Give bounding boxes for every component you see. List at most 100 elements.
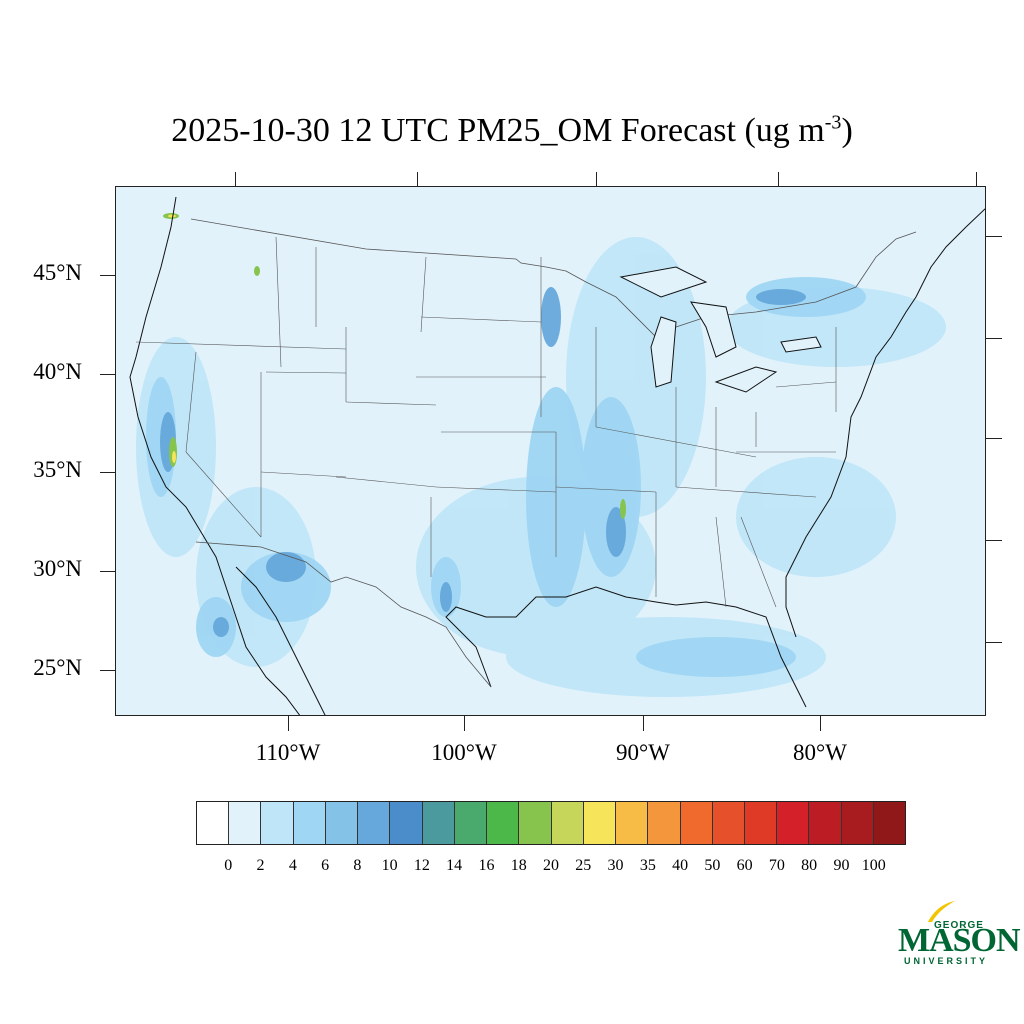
colorbar-cell xyxy=(551,802,584,844)
logo-george: GEORGE xyxy=(934,920,984,931)
pm-plume xyxy=(756,289,806,305)
colorbar-label: 16 xyxy=(478,857,495,874)
colorbar-label: 4 xyxy=(288,857,297,874)
logo-swoosh-icon xyxy=(928,901,955,922)
colorbar-cell xyxy=(712,802,745,844)
lat-label: 30°N xyxy=(33,556,82,581)
pm-plume xyxy=(541,287,561,347)
colorbar-label: 90 xyxy=(833,857,850,874)
colorbar-label: 10 xyxy=(381,857,398,874)
bottom-tick xyxy=(643,716,644,731)
lat-label: 40°N xyxy=(33,359,82,384)
bottom-tick xyxy=(288,716,289,731)
coastline xyxy=(445,586,807,708)
coastline xyxy=(129,196,301,715)
left-tick xyxy=(100,275,115,276)
pm-plume xyxy=(636,637,796,677)
colorbar-label: 80 xyxy=(801,857,818,874)
colorbar-label: 35 xyxy=(639,857,656,874)
pm-hotspot xyxy=(254,266,260,276)
right-tick xyxy=(986,236,1002,237)
pm-plume xyxy=(736,457,896,577)
pm-plume xyxy=(440,582,452,612)
lat-label: 35°N xyxy=(33,457,82,482)
colorbar-label: 20 xyxy=(543,857,559,874)
right-tick xyxy=(986,438,1002,439)
colorbar-cell xyxy=(519,802,552,844)
map-title: 2025-10-30 12 UTC PM25_OM Forecast (ug m… xyxy=(0,112,1024,150)
colorbar-label: 70 xyxy=(768,857,785,874)
right-tick xyxy=(986,540,1002,541)
lon-label: 110°W xyxy=(255,740,321,765)
bottom-tick xyxy=(464,716,465,731)
state-borders xyxy=(135,236,837,608)
logo-university: UNIVERSITY xyxy=(904,956,989,966)
colorbar-label: 50 xyxy=(704,857,721,874)
top-tick xyxy=(235,172,236,186)
colorbar-label: 25 xyxy=(575,857,592,874)
lat-label: 25°N xyxy=(33,655,82,680)
title-text: 2025-10-30 12 UTC PM25_OM Forecast (ug m xyxy=(171,112,825,149)
colorbar xyxy=(196,801,906,845)
map-panel[interactable] xyxy=(115,186,986,716)
forecast-map-svg xyxy=(129,196,985,715)
colorbar-label: 100 xyxy=(861,857,886,874)
colorbar-cell xyxy=(873,802,906,844)
lon-label: 80°W xyxy=(793,740,847,765)
right-tick xyxy=(986,338,1002,339)
top-tick xyxy=(778,172,779,186)
left-tick xyxy=(100,670,115,671)
top-tick xyxy=(976,172,977,186)
logo-mason: MASON xyxy=(898,922,1021,959)
left-tick xyxy=(100,374,115,375)
colorbar-cell xyxy=(809,802,842,844)
colorbar-label: 18 xyxy=(510,857,527,874)
great-lakes xyxy=(619,266,822,393)
colorbar-label: 6 xyxy=(321,857,330,874)
pm-plume xyxy=(266,552,306,582)
colorbar-cell xyxy=(841,802,874,844)
top-tick xyxy=(417,172,418,186)
colorbar-cell xyxy=(487,802,520,844)
colorbar-cell xyxy=(261,802,294,844)
title-exponent: -3 xyxy=(824,111,842,134)
colorbar-label: 30 xyxy=(607,857,624,874)
mexico-border xyxy=(195,541,492,688)
lon-label: 100°W xyxy=(431,740,497,765)
pm-hotspot xyxy=(168,214,176,218)
colorbar-cell xyxy=(422,802,455,844)
left-tick xyxy=(100,472,115,473)
colorbar-cell xyxy=(390,802,423,844)
colorbar-cell xyxy=(648,802,681,844)
colorbar-label: 2 xyxy=(256,857,265,874)
colorbar-cell xyxy=(325,802,359,844)
coastline xyxy=(235,566,326,715)
colorbar-label: 8 xyxy=(353,857,362,874)
pm-plume xyxy=(213,617,229,637)
colorbar-cell xyxy=(358,802,391,844)
left-tick xyxy=(100,571,115,572)
bottom-tick xyxy=(820,716,821,731)
pm-hotspot xyxy=(620,499,626,519)
colorbar-cell xyxy=(293,802,326,844)
colorbar-label: 40 xyxy=(672,857,689,874)
colorbar-cell xyxy=(583,802,617,844)
pm-hotspot xyxy=(172,451,176,463)
colorbar-label: 60 xyxy=(736,857,753,874)
coastline xyxy=(785,208,985,638)
concentration-field-max xyxy=(168,214,176,463)
colorbar-label: 14 xyxy=(446,857,463,874)
right-tick xyxy=(986,642,1002,643)
colorbar-cell xyxy=(454,802,488,844)
pm-plume xyxy=(606,507,626,557)
colorbar-label: 0 xyxy=(224,857,233,874)
colorbar-cell xyxy=(616,802,649,844)
lon-label: 90°W xyxy=(616,740,670,765)
lat-label: 45°N xyxy=(33,260,82,285)
top-tick xyxy=(596,172,597,186)
colorbar-cell xyxy=(229,802,262,844)
gmu-logo: GEORGE MASON UNIVERSITY xyxy=(898,900,1021,970)
pm-plume xyxy=(241,552,331,622)
title-close: ) xyxy=(841,112,853,149)
colorbar-cell xyxy=(777,802,810,844)
